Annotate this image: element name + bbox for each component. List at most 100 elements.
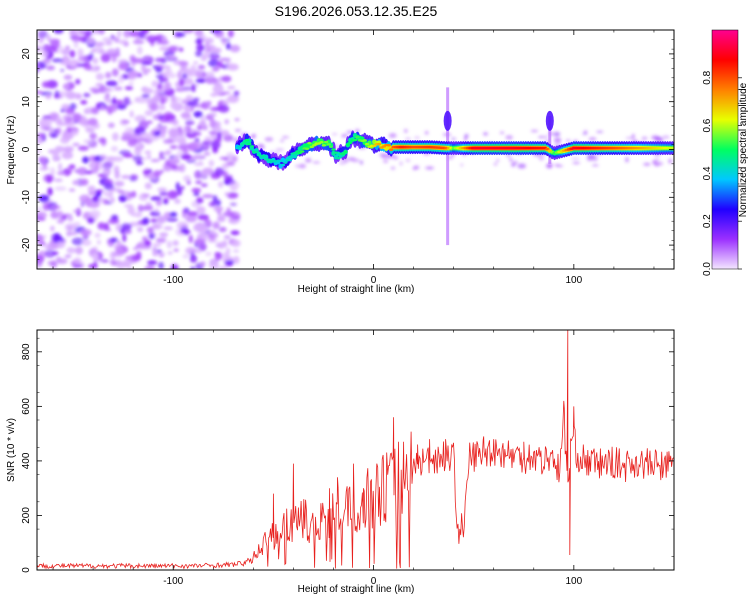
signal-path-group bbox=[235, 130, 674, 171]
colorbar-gradient bbox=[711, 29, 739, 270]
noise-speckle bbox=[77, 119, 88, 126]
noise-speckle bbox=[37, 259, 43, 266]
noise-speckle bbox=[152, 242, 162, 248]
y-tick-label: 20 bbox=[21, 48, 32, 60]
noise-speckle bbox=[56, 171, 67, 176]
faint-speckle bbox=[587, 154, 596, 159]
faint-speckle bbox=[460, 163, 464, 167]
faint-speckle bbox=[405, 158, 411, 163]
noise-speckle bbox=[72, 142, 80, 147]
noise-speckle bbox=[85, 126, 95, 133]
noise-speckle bbox=[182, 98, 190, 103]
noise-speckle bbox=[128, 221, 140, 227]
noise-speckle bbox=[154, 57, 165, 63]
noise-speckle bbox=[117, 59, 129, 64]
signal-path-cell bbox=[331, 148, 336, 151]
noise-speckle bbox=[159, 169, 164, 174]
noise-speckle bbox=[141, 236, 148, 242]
faint-speckle bbox=[538, 155, 545, 161]
noise-speckle bbox=[159, 151, 164, 158]
noise-speckle bbox=[192, 131, 202, 136]
faint-speckle bbox=[405, 137, 411, 140]
signal-path-cell bbox=[670, 146, 674, 150]
noise-speckle bbox=[64, 254, 72, 259]
noise-speckle bbox=[60, 109, 65, 113]
noise-speckle bbox=[50, 233, 62, 242]
noise-speckle bbox=[205, 251, 212, 257]
noise-speckle bbox=[232, 219, 241, 223]
noise-speckle bbox=[37, 63, 40, 70]
noise-speckle bbox=[37, 250, 48, 259]
faint-speckle bbox=[359, 160, 364, 165]
noise-speckle bbox=[157, 115, 165, 119]
noise-speckle bbox=[128, 30, 140, 37]
faint-speckle bbox=[414, 136, 420, 140]
noise-speckle bbox=[77, 167, 88, 176]
noise-speckle bbox=[106, 228, 111, 232]
faint-speckle bbox=[655, 158, 660, 161]
noise-speckle bbox=[49, 127, 54, 133]
signal-path-cell bbox=[287, 155, 293, 158]
noise-speckle bbox=[197, 214, 210, 221]
noise-speckle bbox=[186, 100, 199, 107]
noise-speckle bbox=[78, 55, 89, 62]
noise-speckle bbox=[146, 120, 153, 124]
noise-speckle bbox=[154, 126, 161, 131]
x-tick-label: 0 bbox=[371, 576, 377, 587]
noise-speckle bbox=[80, 178, 89, 186]
signal-path-cell bbox=[340, 152, 346, 156]
noise-speckle bbox=[37, 217, 46, 221]
noise-speckle bbox=[143, 240, 152, 247]
noise-speckle bbox=[106, 156, 117, 162]
noise-speckle bbox=[76, 93, 82, 100]
noise-speckle bbox=[93, 260, 98, 269]
noise-speckle bbox=[127, 139, 138, 146]
noise-speckle bbox=[204, 37, 214, 44]
noise-speckle bbox=[218, 104, 230, 113]
noise-speckle bbox=[225, 152, 235, 160]
colorbar-tick-label: 0.8 bbox=[702, 70, 713, 84]
snr-y-axis-label: SNR (10 * v/v) bbox=[6, 418, 17, 482]
signal-path-cell bbox=[326, 143, 331, 146]
y-tick-label: 10 bbox=[21, 96, 32, 108]
noise-speckle bbox=[109, 259, 117, 266]
noise-speckle bbox=[142, 217, 150, 225]
faint-speckle bbox=[339, 161, 346, 165]
noise-speckle bbox=[134, 211, 143, 218]
noise-speckle bbox=[151, 95, 162, 103]
noise-speckle bbox=[202, 140, 214, 144]
noise-speckle bbox=[166, 218, 179, 222]
noise-speckle bbox=[194, 170, 203, 179]
noise-speckle bbox=[69, 49, 76, 58]
noise-speckle bbox=[103, 170, 109, 175]
noise-speckle bbox=[117, 30, 122, 38]
noise-speckle bbox=[135, 135, 142, 141]
noise-speckle bbox=[185, 159, 197, 163]
noise-speckle bbox=[82, 156, 90, 164]
noise-speckle bbox=[157, 112, 162, 116]
noise-speckle bbox=[213, 206, 224, 212]
noise-speckle bbox=[107, 122, 115, 129]
faint-speckle bbox=[631, 133, 635, 139]
noise-speckle bbox=[217, 181, 224, 188]
faint-speckle bbox=[643, 162, 651, 167]
noise-speckle bbox=[118, 194, 128, 203]
noise-speckle bbox=[135, 36, 140, 42]
noise-speckle bbox=[144, 182, 152, 190]
noise-speckle bbox=[71, 237, 84, 246]
noise-speckle bbox=[122, 153, 134, 158]
noise-speckle bbox=[118, 39, 129, 45]
noise-speckle bbox=[155, 66, 163, 73]
faint-speckle bbox=[281, 135, 290, 139]
noise-speckle bbox=[94, 232, 101, 239]
noise-speckle bbox=[211, 126, 223, 132]
signal-path-cell bbox=[237, 145, 242, 148]
signal-path-cell bbox=[376, 142, 382, 146]
noise-speckle bbox=[138, 30, 146, 39]
noise-speckle bbox=[204, 41, 210, 50]
noise-speckle bbox=[54, 90, 60, 97]
noise-speckle bbox=[149, 102, 158, 112]
x-tick-label: -100 bbox=[163, 275, 183, 286]
signal-path-cell bbox=[336, 157, 341, 160]
signal-path-cell bbox=[352, 138, 358, 142]
